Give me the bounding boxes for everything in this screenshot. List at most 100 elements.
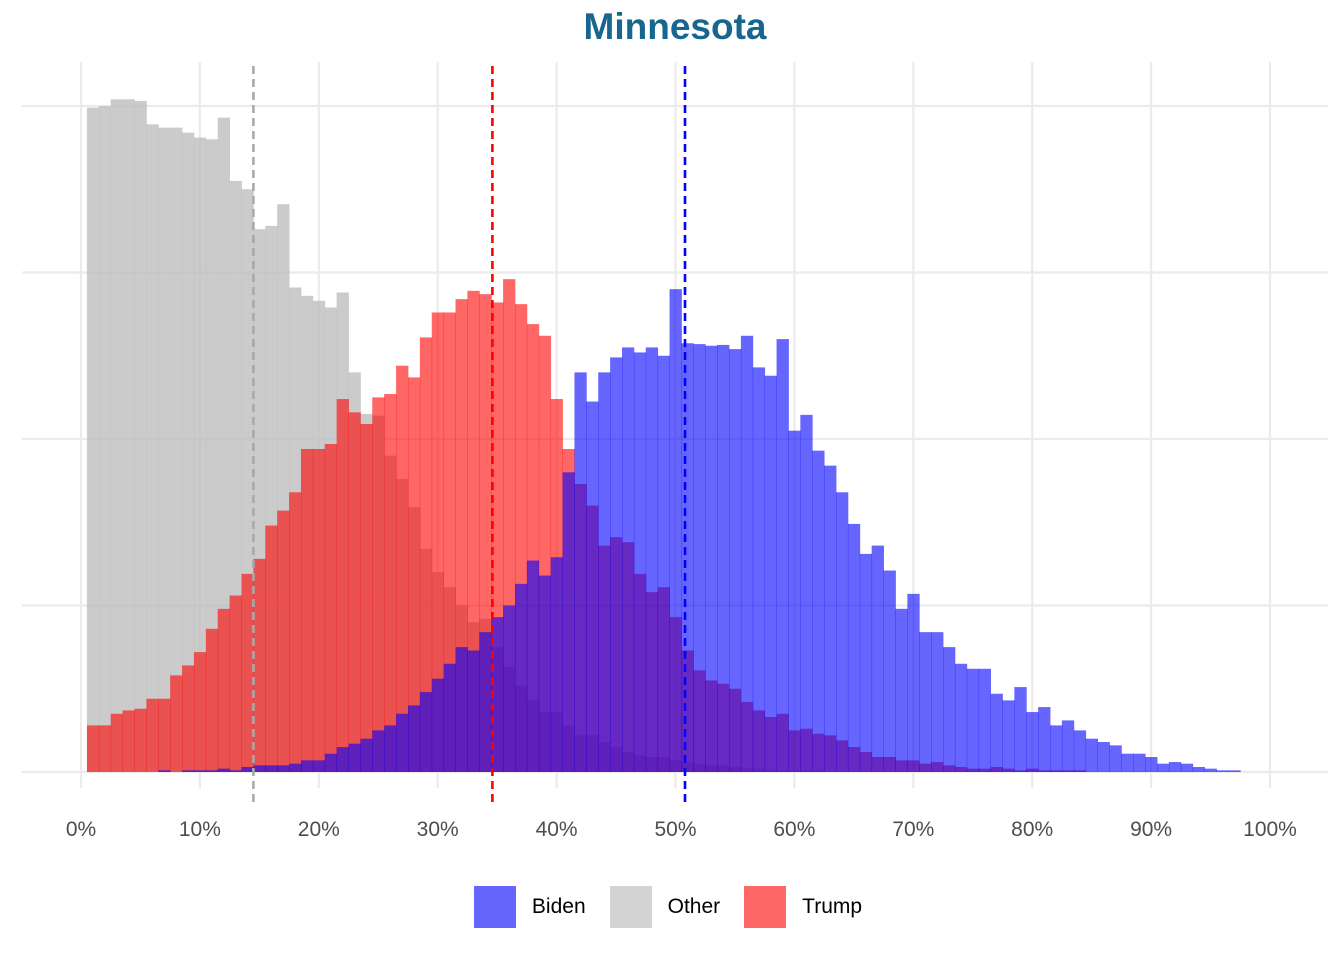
bar-biden [241,767,254,772]
bar-biden [990,693,1003,772]
bar-biden [836,492,849,772]
bar-biden [598,372,611,772]
bar-trump [384,394,397,772]
legend-key-other [609,886,652,928]
bar-trump [182,665,195,772]
bar-biden [1228,770,1241,772]
legend-label-other: Other [667,895,721,918]
bar-biden [229,770,242,772]
bar-other [205,139,219,773]
bar-other [193,137,207,772]
bar-biden [907,593,920,772]
bar-biden [788,430,801,772]
x-tick-label: 10% [179,818,221,841]
bar-biden [610,357,623,772]
bar-biden [300,760,314,772]
bar-biden [859,553,873,772]
bar-biden [895,608,908,772]
mean-lines [252,66,687,806]
legend-label-biden: Biden [531,895,586,918]
bar-biden [669,289,682,772]
bar-trump [348,412,361,772]
bar-biden [1180,763,1194,772]
legend-key-trump [744,886,787,928]
bar-biden [217,768,231,772]
bar-other [86,107,100,773]
bar-trump [193,652,207,772]
bar-biden [931,632,944,772]
bar-biden [396,713,409,772]
bar-biden [419,692,433,772]
x-axis-tick-labels: 0% 10% 20% 30% 40% 50% 60% 70% 80% 90% 100% [66,818,1297,841]
bar-biden [740,335,754,772]
x-tick-label: 50% [654,818,696,841]
bar-biden [966,668,980,772]
x-tick-label: 60% [773,818,815,841]
bar-biden [1145,757,1158,772]
legend-item-other: Other [609,886,729,928]
bar-biden [1050,725,1063,772]
bar-trump [360,424,373,772]
bar-trump [98,725,112,772]
legend-label-trump: Trump [802,895,863,918]
bar-trump [134,708,147,772]
bar-biden [158,770,171,772]
bar-trump [300,448,314,772]
bar-trump [312,448,326,772]
bar-trump [158,698,171,772]
bar-biden [289,763,302,772]
bar-biden [407,705,421,772]
bar-other [134,101,147,772]
bar-biden [1133,753,1146,772]
bar-trump [336,399,349,772]
bar-biden [717,344,730,772]
bar-biden [384,725,397,772]
bar-trump [443,312,456,772]
histogram-bars [86,99,1241,773]
x-tick-label: 100% [1243,818,1297,841]
bar-trump [407,377,421,772]
bar-trump [372,397,385,772]
bar-biden [1002,700,1015,772]
bar-biden [193,770,207,772]
bar-biden [1038,707,1051,772]
bar-biden [883,570,896,772]
bar-biden [1157,763,1170,772]
bar-biden [764,375,777,772]
bar-biden [871,545,884,772]
bar-trump [277,510,290,772]
bar-other [122,99,135,773]
bar-biden [1061,720,1075,772]
bar-biden [550,557,563,772]
bar-biden [538,575,552,772]
bar-biden [847,523,861,772]
bar-biden [1121,753,1134,772]
bar-biden [324,753,338,772]
bar-biden [336,747,349,772]
x-tick-label: 0% [66,818,96,841]
bar-trump [217,608,231,772]
bar-biden [253,765,266,772]
bar-biden [1073,730,1087,772]
bar-biden [503,605,516,772]
bar-biden [1026,712,1039,772]
bar-biden [467,650,480,772]
bar-trump [229,595,242,772]
bar-biden [1192,767,1206,772]
bar-biden [1109,745,1122,772]
bar-other [182,132,195,772]
bar-biden [657,355,670,772]
bar-biden [776,339,789,772]
bar-trump [253,558,266,772]
bar-trump [170,675,183,772]
bar-biden [1204,768,1217,772]
bar-biden [372,730,385,772]
bar-biden [812,450,825,772]
bar-biden [586,401,599,772]
bar-other [110,99,124,773]
bar-biden [562,472,575,772]
bar-trump [110,713,124,772]
bar-biden [265,765,278,772]
legend-key-biden [473,886,516,928]
bar-biden [729,349,742,772]
